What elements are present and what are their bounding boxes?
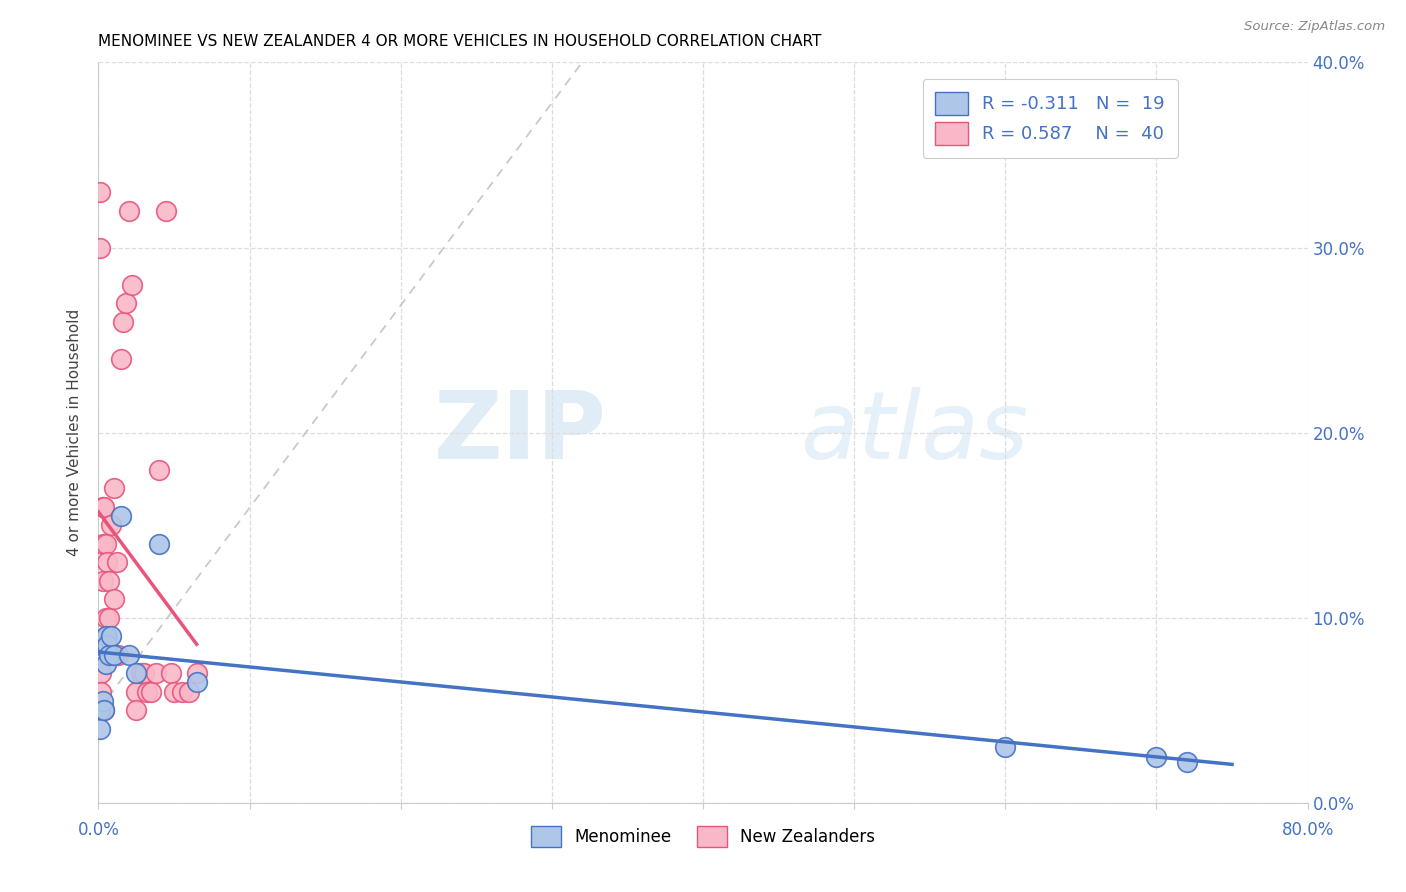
Point — [93, 703, 115, 717]
Point — [107, 648, 129, 662]
Point — [94, 536, 117, 550]
Point — [155, 203, 177, 218]
Point — [98, 610, 121, 624]
Point — [94, 610, 117, 624]
Point — [93, 703, 115, 717]
Text: 0.0%: 0.0% — [77, 822, 120, 839]
Point — [1144, 749, 1167, 764]
Point — [89, 240, 111, 255]
Point — [186, 675, 208, 690]
Text: atlas: atlas — [800, 387, 1028, 478]
Point — [100, 629, 122, 643]
Point — [114, 296, 136, 310]
Text: Source: ZipAtlas.com: Source: ZipAtlas.com — [1244, 20, 1385, 33]
Point — [103, 592, 125, 607]
Text: MENOMINEE VS NEW ZEALANDER 4 OR MORE VEHICLES IN HOUSEHOLD CORRELATION CHART: MENOMINEE VS NEW ZEALANDER 4 OR MORE VEH… — [98, 34, 821, 49]
Point — [96, 629, 118, 643]
Point — [103, 648, 125, 662]
Point — [98, 574, 121, 588]
Point — [160, 666, 183, 681]
Point — [121, 277, 143, 292]
Point — [118, 203, 141, 218]
Point — [93, 500, 115, 514]
Point — [89, 703, 111, 717]
Y-axis label: 4 or more Vehicles in Household: 4 or more Vehicles in Household — [67, 309, 83, 557]
Point — [170, 685, 193, 699]
Point — [91, 694, 114, 708]
Point — [148, 536, 170, 550]
Point — [125, 703, 148, 717]
Point — [90, 685, 112, 699]
Point — [1175, 755, 1198, 769]
Point — [186, 666, 208, 681]
Point — [101, 648, 124, 662]
Point — [94, 657, 117, 671]
Point — [100, 518, 122, 533]
Text: ZIP: ZIP — [433, 386, 606, 479]
Point — [96, 555, 118, 569]
Point — [103, 481, 125, 495]
Point — [110, 351, 132, 366]
Point — [90, 639, 112, 653]
Point — [179, 685, 201, 699]
Point — [132, 666, 155, 681]
Point — [89, 722, 111, 736]
Point — [125, 685, 148, 699]
Point — [91, 574, 114, 588]
Point — [90, 666, 112, 681]
Point — [94, 629, 117, 643]
Point — [111, 314, 134, 328]
Point — [135, 685, 157, 699]
Point — [129, 666, 152, 681]
Legend: Menominee, New Zealanders: Menominee, New Zealanders — [524, 819, 882, 854]
Point — [148, 462, 170, 476]
Point — [994, 740, 1017, 755]
Point — [91, 536, 114, 550]
Point — [141, 685, 163, 699]
Point — [105, 555, 128, 569]
Point — [91, 500, 114, 514]
Point — [98, 648, 121, 662]
Point — [96, 639, 118, 653]
Point — [163, 685, 186, 699]
Point — [110, 508, 132, 523]
Point — [145, 666, 167, 681]
Point — [118, 648, 141, 662]
Text: 80.0%: 80.0% — [1281, 822, 1334, 839]
Point — [125, 666, 148, 681]
Point — [89, 185, 111, 199]
